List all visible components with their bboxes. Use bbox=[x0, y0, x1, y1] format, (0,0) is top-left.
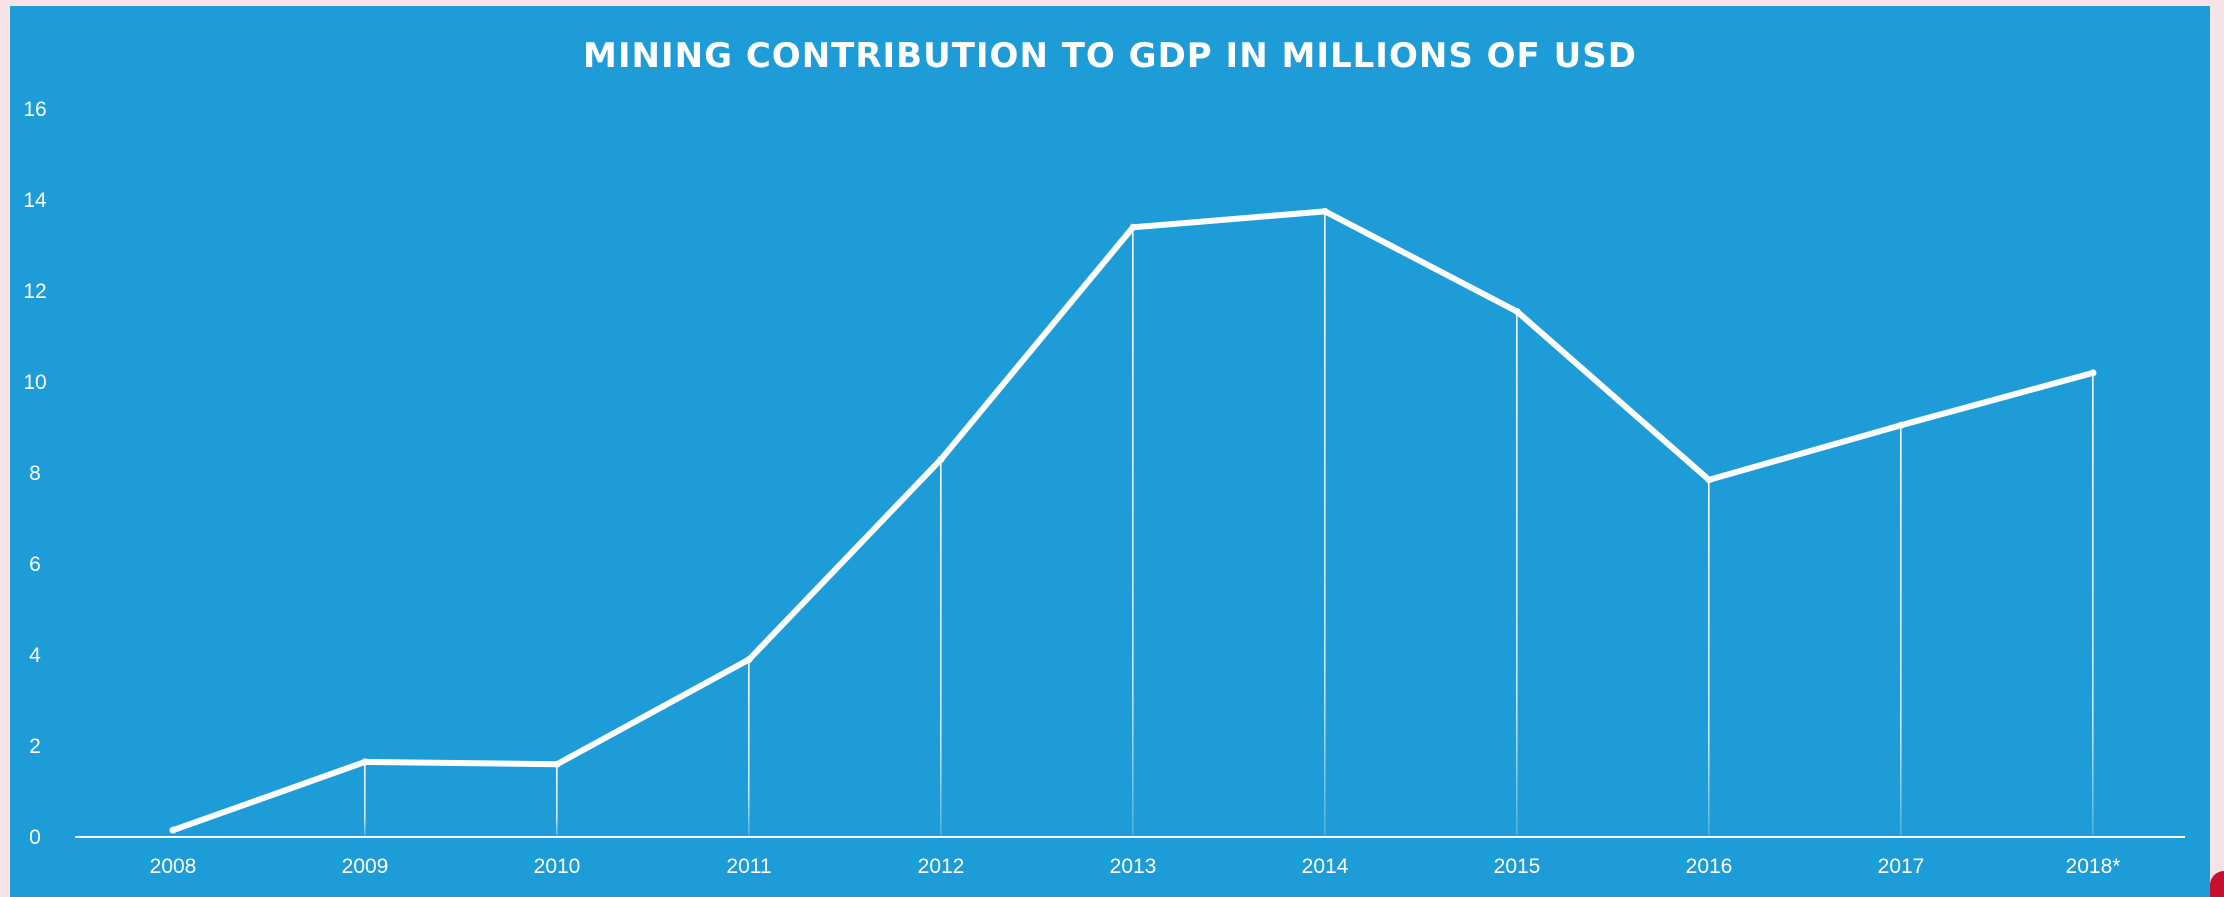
data-point bbox=[2089, 369, 2097, 377]
x-tick-label: 2013 bbox=[1110, 855, 1157, 878]
drop-line bbox=[1900, 425, 1902, 837]
x-tick-label: 2010 bbox=[534, 855, 581, 878]
y-tick-label: 2 bbox=[29, 735, 41, 758]
data-point bbox=[937, 455, 945, 463]
drop-line bbox=[1708, 479, 1710, 837]
y-tick-label: 10 bbox=[23, 371, 46, 394]
chart-panel: MINING CONTRIBUTION TO GDP IN MILLIONS O… bbox=[10, 6, 2210, 897]
x-tick-label: 2016 bbox=[1686, 855, 1733, 878]
x-tick-label: 2017 bbox=[1878, 855, 1925, 878]
x-axis-tick-labels: 2008 2009 2010 2011 2012 2013 2014 2015 2016 2017… bbox=[150, 855, 2121, 878]
data-point bbox=[1129, 223, 1137, 231]
drop-lines bbox=[364, 211, 2094, 838]
chart-title: MINING CONTRIBUTION TO GDP IN MILLIONS O… bbox=[583, 36, 1637, 76]
drop-line bbox=[1132, 227, 1134, 838]
x-tick-label: 2014 bbox=[1302, 855, 1349, 878]
drop-line bbox=[1324, 211, 1326, 837]
y-tick-label: 16 bbox=[23, 98, 46, 121]
data-point bbox=[553, 760, 561, 768]
data-point bbox=[169, 826, 177, 834]
data-point bbox=[1513, 307, 1521, 315]
data-point bbox=[1897, 421, 1905, 429]
y-tick-label: 12 bbox=[23, 280, 46, 303]
drop-line bbox=[2092, 372, 2094, 837]
x-tick-label: 2015 bbox=[1494, 855, 1541, 878]
data-points bbox=[169, 207, 2097, 834]
data-point bbox=[361, 758, 369, 766]
drop-line bbox=[748, 659, 750, 837]
y-tick-label: 6 bbox=[29, 553, 41, 576]
x-tick-label: 2011 bbox=[726, 855, 771, 878]
data-point bbox=[1705, 476, 1713, 484]
drop-line bbox=[940, 459, 942, 837]
y-tick-label: 14 bbox=[23, 189, 47, 212]
drop-line bbox=[556, 764, 558, 837]
y-tick-label: 4 bbox=[29, 644, 41, 667]
data-point bbox=[745, 656, 753, 664]
drop-line bbox=[1516, 311, 1518, 838]
y-tick-label: 8 bbox=[29, 462, 41, 485]
x-tick-label: 2018* bbox=[2066, 855, 2121, 878]
drop-line bbox=[364, 761, 366, 837]
x-tick-label: 2009 bbox=[342, 855, 389, 878]
data-point bbox=[1321, 207, 1329, 215]
x-tick-label: 2008 bbox=[150, 855, 197, 878]
y-tick-label: 0 bbox=[29, 826, 41, 849]
x-tick-label: 2012 bbox=[918, 855, 965, 878]
corner-decoration bbox=[2210, 871, 2224, 897]
y-axis-tick-labels: 0 2 4 6 8 10 12 14 16 bbox=[23, 98, 47, 849]
